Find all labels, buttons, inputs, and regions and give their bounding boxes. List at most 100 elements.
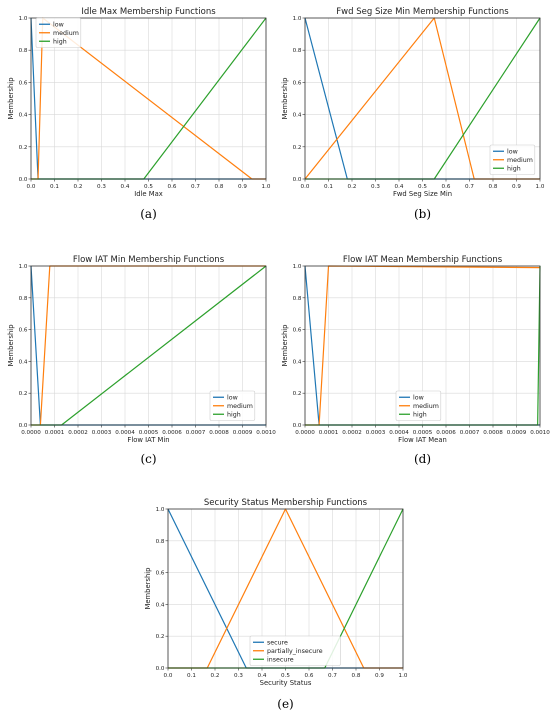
x-tick-label: 0.5 bbox=[418, 184, 427, 190]
x-tick-label: 0.0 bbox=[27, 184, 36, 190]
legend-label: high bbox=[227, 411, 241, 418]
subfigure-caption: (c) bbox=[140, 452, 156, 466]
y-tick-label: 0.0 bbox=[19, 423, 28, 429]
subfigure-caption: (b) bbox=[414, 207, 431, 221]
legend-box bbox=[249, 635, 341, 666]
legend-label: partially_insecure bbox=[267, 648, 323, 655]
y-tick-label: 0.4 bbox=[19, 359, 28, 365]
x-tick-label: 0.8 bbox=[352, 673, 361, 679]
x-tick-label: 0.5 bbox=[281, 673, 290, 679]
x-tick-label: 0.8 bbox=[489, 184, 498, 190]
x-tick-label: 0.0001 bbox=[45, 430, 65, 436]
y-tick-label: 0.8 bbox=[19, 48, 28, 54]
x-tick-label: 0.0 bbox=[164, 673, 173, 679]
x-tick-label: 0.4 bbox=[258, 673, 267, 679]
y-axis-label: Membership bbox=[7, 77, 15, 119]
subfigure-caption: (d) bbox=[414, 452, 431, 466]
x-tick-label: 0.3 bbox=[371, 184, 380, 190]
x-tick-label: 0.0004 bbox=[389, 430, 409, 436]
y-tick-label: 0.2 bbox=[19, 391, 28, 397]
y-tick-label: 0.0 bbox=[293, 177, 302, 183]
x-tick-label: 0.0000 bbox=[21, 430, 41, 436]
y-tick-label: 1.0 bbox=[293, 264, 302, 270]
y-tick-label: 0.4 bbox=[293, 359, 302, 365]
x-tick-label: 0.7 bbox=[465, 184, 474, 190]
x-tick-label: 0.6 bbox=[305, 673, 314, 679]
subfigure-caption: (a) bbox=[140, 207, 157, 221]
y-tick-label: 0.8 bbox=[293, 48, 302, 54]
legend-label: high bbox=[53, 38, 67, 45]
legend-label: low bbox=[507, 148, 518, 155]
y-tick-label: 0.6 bbox=[293, 328, 302, 334]
plot-frame bbox=[167, 508, 404, 669]
legend-box bbox=[35, 17, 82, 48]
x-tick-label: 0.7 bbox=[328, 673, 337, 679]
legend-box bbox=[489, 144, 536, 175]
legend-label: high bbox=[413, 411, 427, 418]
legend-label: low bbox=[53, 21, 64, 28]
plot-frame bbox=[304, 265, 541, 426]
chart-title: Fwd Seg Size Min Membership Functions bbox=[336, 7, 509, 17]
x-tick-label: 0.6 bbox=[168, 184, 177, 190]
x-tick-label: 0.0000 bbox=[295, 430, 315, 436]
plot-frame bbox=[30, 17, 267, 180]
y-tick-label: 0.2 bbox=[293, 391, 302, 397]
plot-frame bbox=[30, 265, 267, 426]
x-tick-label: 0.0010 bbox=[256, 430, 276, 436]
x-tick-label: 0.0002 bbox=[68, 430, 88, 436]
plot-frame bbox=[304, 17, 541, 180]
legend-label: insecure bbox=[267, 656, 294, 663]
y-tick-label: 1.0 bbox=[19, 264, 28, 270]
x-tick-label: 0.0009 bbox=[507, 430, 527, 436]
x-axis-label: Flow IAT Min bbox=[127, 436, 169, 444]
legend-label: medium bbox=[413, 403, 439, 410]
y-tick-label: 0.6 bbox=[293, 80, 302, 86]
y-tick-label: 0.8 bbox=[156, 539, 165, 545]
x-tick-label: 0.0005 bbox=[413, 430, 433, 436]
x-tick-label: 0.3 bbox=[97, 184, 106, 190]
x-tick-label: 0.1 bbox=[324, 184, 333, 190]
legend-box bbox=[209, 390, 256, 421]
y-tick-label: 0.8 bbox=[293, 296, 302, 302]
x-tick-label: 0.0007 bbox=[186, 430, 206, 436]
y-tick-label: 0.2 bbox=[19, 145, 28, 151]
subfigure-caption: (e) bbox=[277, 697, 293, 711]
y-tick-label: 1.0 bbox=[156, 507, 165, 513]
x-tick-label: 0.0 bbox=[301, 184, 310, 190]
y-tick-label: 1.0 bbox=[19, 16, 28, 22]
x-tick-label: 0.0004 bbox=[115, 430, 135, 436]
x-tick-label: 0.2 bbox=[74, 184, 83, 190]
y-axis-label: Membership bbox=[144, 567, 152, 609]
y-tick-label: 0.8 bbox=[19, 296, 28, 302]
chart-4: Flow IAT Mean Membership Functions 0.0000… bbox=[281, 255, 550, 466]
x-tick-label: 0.0003 bbox=[366, 430, 386, 436]
y-tick-label: 0.2 bbox=[293, 145, 302, 151]
x-tick-label: 0.0008 bbox=[209, 430, 229, 436]
x-tick-label: 0.4 bbox=[121, 184, 130, 190]
x-tick-label: 0.0006 bbox=[162, 430, 182, 436]
chart-title: Flow IAT Mean Membership Functions bbox=[343, 255, 503, 265]
x-axis-label: Security Status bbox=[260, 679, 312, 687]
legend-label: secure bbox=[267, 639, 288, 646]
x-tick-label: 0.0009 bbox=[233, 430, 253, 436]
chart-2: Fwd Seg Size Min Membership Functions 0.0… bbox=[281, 7, 545, 221]
y-tick-label: 0.4 bbox=[19, 113, 28, 119]
x-tick-label: 1.0 bbox=[262, 184, 271, 190]
x-tick-label: 0.0005 bbox=[139, 430, 159, 436]
y-tick-label: 0.0 bbox=[293, 423, 302, 429]
x-tick-label: 0.5 bbox=[144, 184, 153, 190]
x-tick-label: 0.0008 bbox=[483, 430, 503, 436]
x-tick-label: 0.6 bbox=[442, 184, 451, 190]
x-tick-label: 0.2 bbox=[348, 184, 357, 190]
x-tick-label: 0.0003 bbox=[92, 430, 112, 436]
y-tick-label: 0.6 bbox=[19, 328, 28, 334]
x-tick-label: 0.9 bbox=[512, 184, 521, 190]
legend-label: medium bbox=[227, 403, 253, 410]
legend-label: low bbox=[227, 394, 238, 401]
